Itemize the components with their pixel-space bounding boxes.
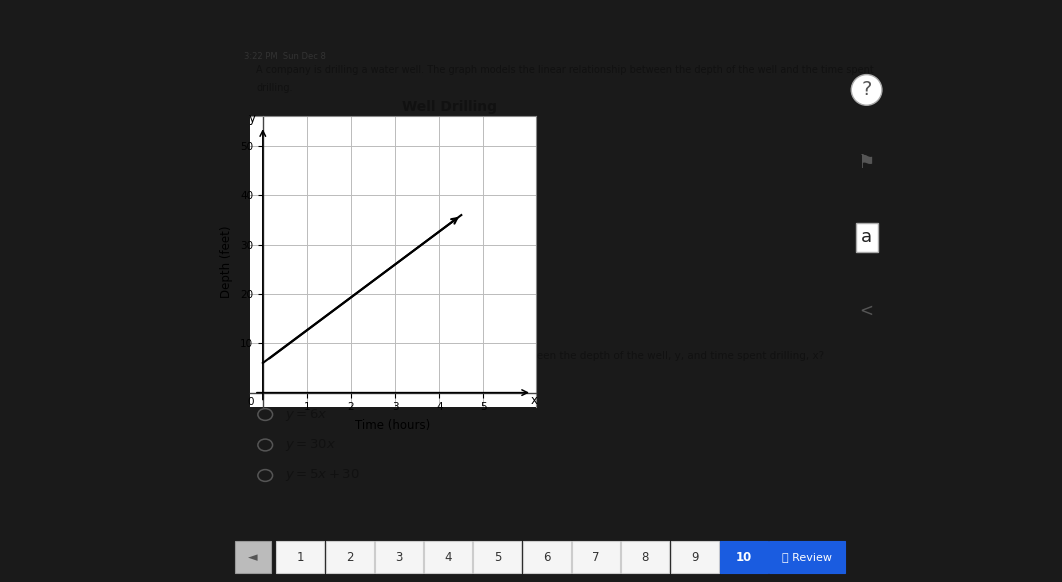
Text: 2: 2: [346, 551, 354, 564]
Text: $y = 6x + 30$: $y = 6x + 30$: [286, 376, 360, 392]
Text: drilling.: drilling.: [256, 83, 292, 93]
Bar: [769, 541, 845, 573]
Bar: [621, 541, 669, 573]
Text: y: y: [249, 112, 255, 125]
Bar: [474, 541, 521, 573]
Bar: [572, 541, 620, 573]
Bar: [326, 541, 374, 573]
Bar: [424, 541, 473, 573]
Text: 3: 3: [395, 551, 402, 564]
Text: 7: 7: [593, 551, 600, 564]
Bar: [523, 541, 570, 573]
Text: 1: 1: [296, 551, 304, 564]
Text: ⚑: ⚑: [858, 154, 875, 173]
Text: 8: 8: [641, 551, 649, 564]
Text: Which equation best represents the relationship between the depth of the well, y: Which equation best represents the relat…: [256, 350, 824, 361]
Text: A company is drilling a water well. The graph models the linear relationship bet: A company is drilling a water well. The …: [256, 65, 874, 75]
Text: ◄: ◄: [249, 551, 258, 564]
Text: 6: 6: [543, 551, 550, 564]
Text: $y = 6x$: $y = 6x$: [286, 406, 328, 423]
Bar: [375, 541, 423, 573]
Text: 5: 5: [494, 551, 501, 564]
Bar: [235, 541, 271, 573]
Text: 9: 9: [691, 551, 699, 564]
Bar: [720, 541, 768, 573]
Text: 10: 10: [736, 551, 752, 564]
Bar: [276, 541, 324, 573]
Text: Well Drilling: Well Drilling: [401, 100, 497, 113]
Text: ?: ?: [861, 80, 872, 100]
Text: 4: 4: [444, 551, 451, 564]
Text: <: <: [859, 302, 874, 320]
Text: 3:22 PM  Sun Dec 8: 3:22 PM Sun Dec 8: [244, 52, 326, 61]
Y-axis label: Depth (feet): Depth (feet): [220, 226, 233, 298]
Text: ⬛ Review: ⬛ Review: [782, 552, 832, 562]
Text: a: a: [861, 229, 872, 246]
Text: x: x: [531, 393, 537, 406]
X-axis label: Time (hours): Time (hours): [356, 419, 430, 432]
Bar: [670, 541, 719, 573]
Text: 0: 0: [247, 398, 254, 407]
Text: $y = 30x$: $y = 30x$: [286, 437, 337, 453]
Text: $y = 5x + 30$: $y = 5x + 30$: [286, 467, 360, 484]
